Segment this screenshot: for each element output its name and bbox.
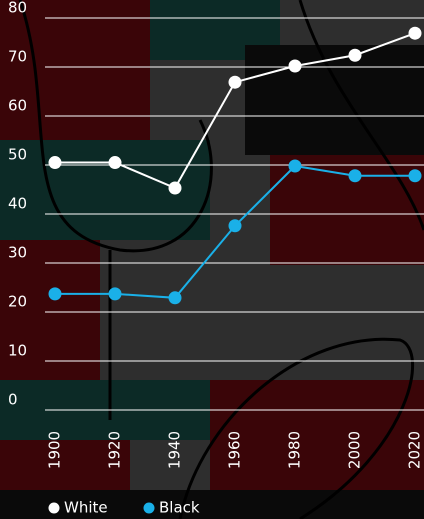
- x-tick-label: 1980: [286, 431, 304, 469]
- legend-marker: [48, 502, 60, 514]
- data-point: [228, 219, 242, 233]
- data-point: [288, 159, 302, 173]
- y-tick-label: 20: [8, 293, 27, 311]
- data-point: [108, 287, 122, 301]
- legend-marker: [143, 502, 155, 514]
- y-tick-label: 70: [8, 48, 27, 66]
- x-tick-label: 1900: [46, 431, 64, 469]
- x-tick-label: 1960: [226, 431, 244, 469]
- y-tick-label: 80: [8, 0, 27, 17]
- data-point: [288, 59, 302, 73]
- data-point: [48, 287, 62, 301]
- x-tick-label: 1940: [166, 431, 184, 469]
- data-point: [228, 75, 242, 89]
- data-point: [48, 156, 62, 170]
- y-tick-label: 40: [8, 195, 27, 213]
- y-tick-label: 60: [8, 97, 27, 115]
- x-tick-label: 2000: [346, 431, 364, 469]
- data-point: [408, 169, 422, 183]
- y-tick-label: 50: [8, 146, 27, 164]
- legend-label: Black: [159, 499, 200, 517]
- data-point: [168, 181, 182, 195]
- data-point: [408, 26, 422, 40]
- data-point: [348, 169, 362, 183]
- data-point: [348, 48, 362, 62]
- legend: White Black: [48, 499, 200, 517]
- x-tick-label: 2020: [406, 431, 424, 469]
- x-tick-label: 1920: [106, 431, 124, 469]
- y-tick-label: 0: [8, 391, 18, 409]
- y-tick-label: 10: [8, 342, 27, 360]
- data-point: [108, 156, 122, 170]
- legend-label: White: [64, 499, 108, 517]
- data-point: [168, 291, 182, 305]
- y-tick-label: 30: [8, 244, 27, 262]
